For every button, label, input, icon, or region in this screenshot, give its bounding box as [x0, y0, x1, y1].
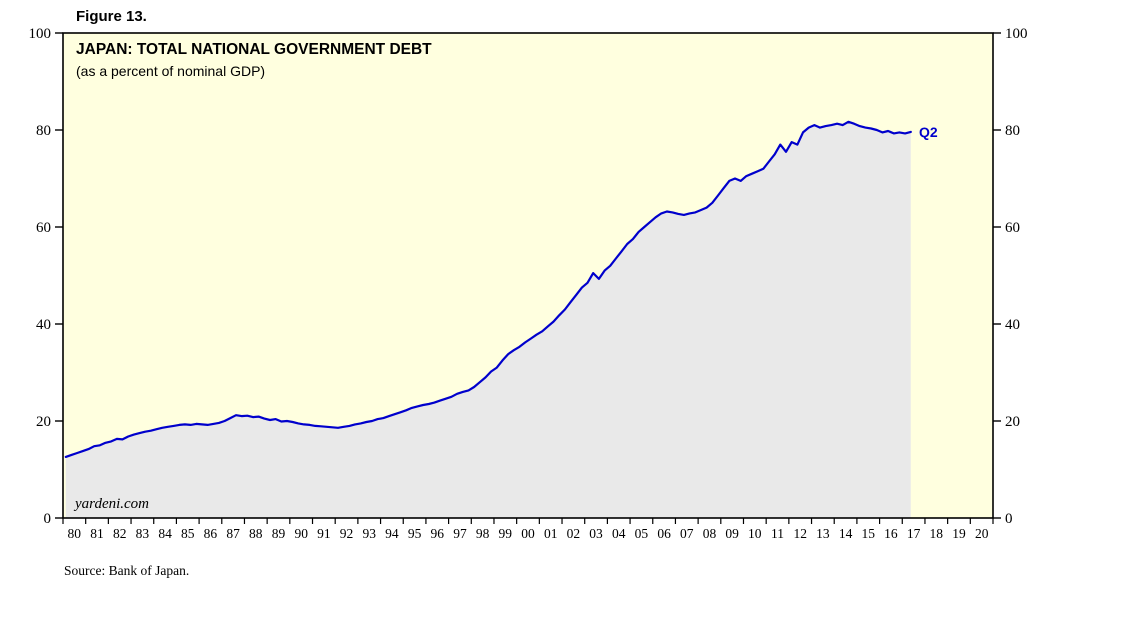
- x-axis-label: 98: [476, 526, 490, 541]
- x-axis-label: 96: [431, 526, 445, 541]
- x-axis-label: 09: [725, 526, 739, 541]
- x-axis-label: 94: [385, 526, 399, 541]
- latest-point-label: Q2: [919, 124, 938, 140]
- y-axis-label-right: 80: [1005, 123, 1020, 139]
- x-axis-label: 90: [294, 526, 308, 541]
- x-axis-label: 13: [816, 526, 830, 541]
- plot-frame: [62, 32, 994, 519]
- yardeni-watermark: yardeni.com: [75, 496, 150, 512]
- x-axis-label: 20: [975, 526, 989, 541]
- source-note: Source: Bank of Japan.: [64, 563, 190, 578]
- x-axis-label: 97: [453, 526, 467, 541]
- x-axis-label: 88: [249, 526, 263, 541]
- x-axis-label: 11: [771, 526, 784, 541]
- x-axis-label: 82: [113, 526, 127, 541]
- x-axis-label: 01: [544, 526, 558, 541]
- y-axis-label-left: 60: [36, 220, 51, 236]
- figure-label: Figure 13.: [76, 8, 147, 25]
- y-axis-label-right: 0: [1005, 511, 1013, 527]
- x-axis-label: 04: [612, 526, 626, 541]
- x-axis-label: 10: [748, 526, 762, 541]
- x-axis-label: 06: [657, 526, 671, 541]
- x-axis-label: 84: [158, 526, 172, 541]
- y-axis-label-right: 100: [1005, 26, 1028, 42]
- x-axis-label: 03: [589, 526, 603, 541]
- x-axis-label: 92: [340, 526, 354, 541]
- y-axis-label-left: 0: [44, 511, 52, 527]
- x-axis-label: 15: [861, 526, 875, 541]
- y-axis-label-left: 20: [36, 414, 51, 430]
- x-axis-label: 07: [680, 526, 694, 541]
- x-axis-label: 87: [226, 526, 240, 541]
- x-axis-label: 99: [499, 526, 513, 541]
- x-axis-label: 86: [204, 526, 218, 541]
- x-axis-label: 95: [408, 526, 422, 541]
- x-axis-label: 89: [272, 526, 286, 541]
- chart-title: JAPAN: TOTAL NATIONAL GOVERNMENT DEBT: [76, 41, 432, 58]
- x-axis-label: 91: [317, 526, 331, 541]
- y-axis-label-right: 60: [1005, 220, 1020, 236]
- x-axis-label: 85: [181, 526, 195, 541]
- x-axis-label: 00: [521, 526, 535, 541]
- y-axis-label-left: 100: [29, 26, 52, 42]
- x-axis-label: 18: [930, 526, 944, 541]
- chart-subtitle: (as a percent of nominal GDP): [76, 63, 266, 79]
- debt-line: [64, 120, 912, 458]
- y-axis-label-left: 40: [36, 317, 51, 333]
- y-axis-label-right: 40: [1005, 317, 1020, 333]
- x-axis-label: 80: [68, 526, 82, 541]
- x-axis-label: 12: [793, 526, 807, 541]
- x-axis-label: 05: [635, 526, 649, 541]
- x-axis-label: 19: [952, 526, 966, 541]
- x-axis-label: 16: [884, 526, 898, 541]
- x-axis-label: 17: [907, 526, 921, 541]
- y-axis-label-left: 80: [36, 123, 51, 139]
- x-axis-label: 02: [567, 526, 581, 541]
- area-fill: [65, 121, 911, 519]
- x-axis-label: 93: [362, 526, 376, 541]
- x-axis-label: 81: [90, 526, 104, 541]
- x-axis-label: 14: [839, 526, 853, 541]
- x-axis-label: 08: [703, 526, 717, 541]
- x-axis-label: 83: [136, 526, 150, 541]
- y-axis-label-right: 20: [1005, 414, 1020, 430]
